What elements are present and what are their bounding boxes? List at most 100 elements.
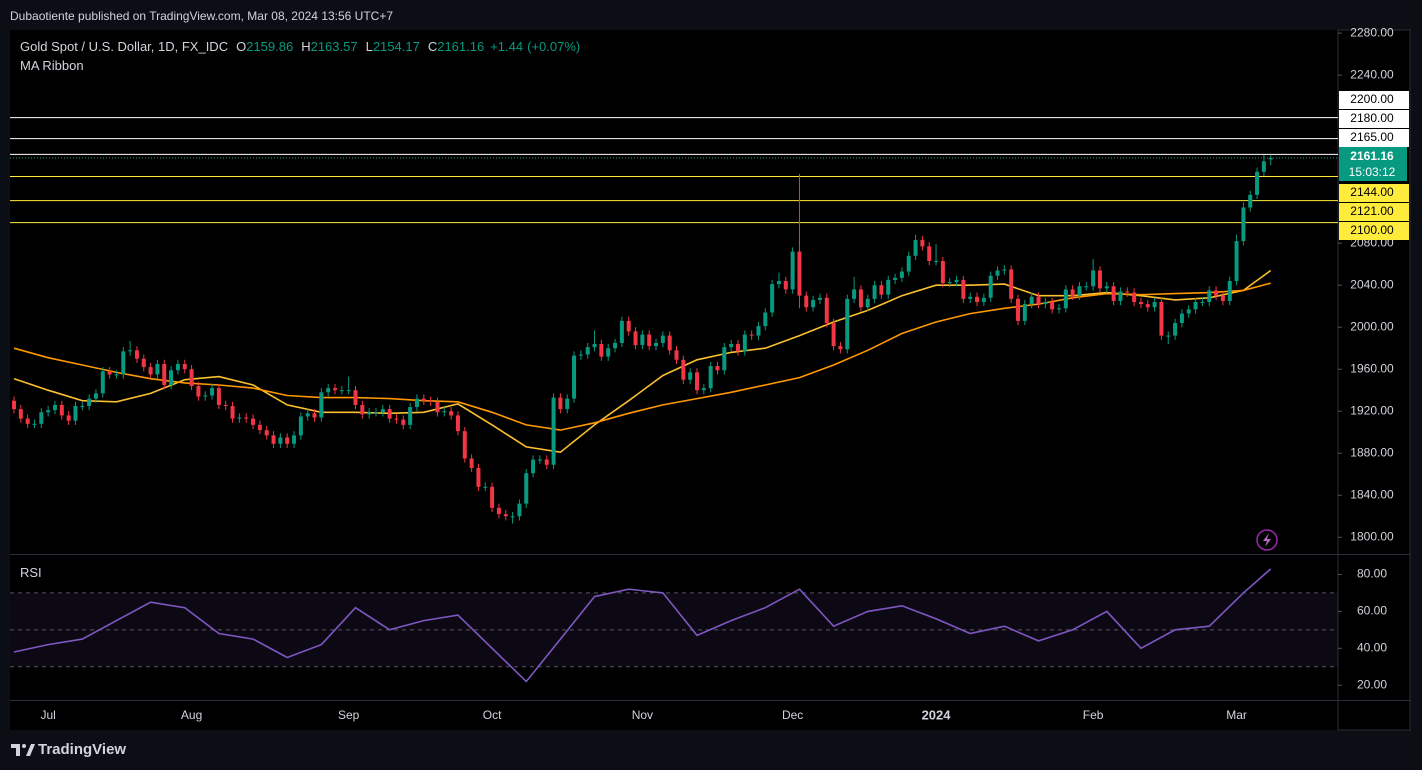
candle-body	[93, 393, 98, 399]
candle-body	[107, 371, 112, 375]
candle-body	[879, 285, 884, 295]
level-label-box	[1339, 222, 1409, 240]
candle-body	[517, 503, 522, 517]
candle-body	[811, 299, 816, 308]
alert-icon[interactable]	[1256, 529, 1278, 551]
x-tick-label: Feb	[1083, 708, 1104, 722]
candle-body	[12, 400, 16, 410]
candle-body	[1193, 302, 1198, 310]
candle-body	[141, 358, 146, 368]
candle-body	[442, 411, 447, 413]
candle-body	[940, 261, 945, 284]
candle-body	[1043, 302, 1048, 305]
candle-body	[285, 437, 290, 444]
candle-body	[1138, 302, 1143, 305]
candle-body	[414, 398, 419, 408]
candle-body	[572, 355, 577, 399]
candle-body	[264, 430, 269, 436]
level-label: 2144.00	[1350, 185, 1394, 199]
candle-body	[1152, 302, 1157, 308]
candle-body	[804, 295, 809, 308]
candle-body	[756, 326, 761, 336]
candle-body	[182, 363, 187, 370]
candle-body	[838, 346, 843, 350]
candle-body	[1016, 298, 1021, 321]
candle-body	[196, 386, 201, 397]
candle-body	[524, 473, 529, 504]
candle-body	[1125, 291, 1130, 293]
candle-body	[647, 334, 652, 347]
candle-body	[968, 296, 973, 299]
candle-body	[599, 344, 604, 357]
x-tick-label: Dec	[782, 708, 803, 722]
candle-body	[25, 418, 30, 424]
candle-body	[845, 298, 850, 350]
candle-body	[353, 390, 358, 405]
footer-brand: TradingView	[38, 741, 126, 758]
candle-body	[1063, 289, 1068, 309]
candle-body	[695, 372, 699, 391]
candle-body	[428, 400, 433, 402]
candle-body	[449, 411, 454, 416]
level-label: 2100.00	[1350, 223, 1394, 237]
candle-body	[1111, 286, 1116, 301]
symbol-title: Gold Spot / U.S. Dollar, 1D, FX_IDC	[20, 39, 229, 54]
candle-body	[613, 342, 618, 349]
candle-body	[537, 459, 542, 461]
x-tick-label: Sep	[338, 708, 360, 722]
candle-body	[1207, 290, 1212, 303]
candle-body	[223, 404, 228, 406]
candle-body	[626, 320, 631, 332]
candle-body	[947, 282, 952, 284]
candle-body	[633, 331, 638, 346]
candle-body	[995, 270, 1000, 276]
candle-body	[169, 370, 174, 385]
y-tick-label: 1840.00	[1350, 487, 1394, 501]
candle-body	[100, 371, 105, 394]
x-tick-label: 2024	[922, 707, 952, 722]
candle-body	[1056, 308, 1061, 310]
candle-body	[66, 415, 71, 421]
candle-body	[674, 350, 679, 360]
candle-body	[1104, 286, 1109, 289]
candle-body	[278, 437, 283, 444]
candle-body	[899, 271, 904, 278]
ohlc-key: H	[301, 39, 311, 54]
ohlc-value: 2163.57	[310, 39, 358, 54]
candle-body	[592, 344, 597, 348]
candle-body	[503, 514, 508, 517]
candle-body	[483, 486, 488, 488]
x-tick-label: Nov	[632, 708, 653, 722]
ohlc-key: C	[427, 39, 438, 54]
candle-body	[46, 410, 51, 413]
candle-body	[1261, 161, 1266, 172]
rsi-tick-label: 40.00	[1357, 640, 1387, 654]
candle-body	[230, 405, 235, 419]
candle-body	[893, 277, 898, 280]
candle-body	[961, 279, 966, 299]
candle-body	[701, 388, 706, 391]
candle-body	[476, 467, 481, 487]
candle-body	[1227, 280, 1232, 301]
candle-body	[660, 335, 665, 343]
candle-body	[1022, 304, 1027, 321]
candle-body	[360, 404, 365, 415]
candle-body	[585, 347, 590, 355]
candle-body	[852, 289, 857, 299]
candle-body	[1200, 302, 1205, 304]
candle-body	[708, 366, 713, 389]
candle-body	[1036, 296, 1041, 305]
candle-body	[544, 459, 549, 465]
candle-body	[906, 255, 911, 272]
candle-body	[87, 398, 92, 406]
x-tick-label: Mar	[1226, 708, 1247, 722]
candle-body	[981, 297, 986, 303]
candle-body	[271, 435, 276, 444]
candle-body	[155, 363, 160, 375]
candle-body	[927, 246, 932, 262]
candle-body	[32, 423, 37, 425]
candle-body	[558, 397, 563, 410]
candle-body	[886, 279, 891, 295]
